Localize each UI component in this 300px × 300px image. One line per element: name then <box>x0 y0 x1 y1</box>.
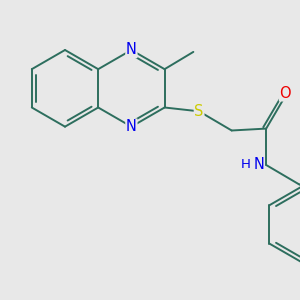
Text: N: N <box>126 43 137 58</box>
Text: H: H <box>241 158 250 172</box>
Text: N: N <box>254 158 264 172</box>
Text: N: N <box>126 119 137 134</box>
Text: S: S <box>194 104 204 119</box>
Text: O: O <box>280 86 291 101</box>
